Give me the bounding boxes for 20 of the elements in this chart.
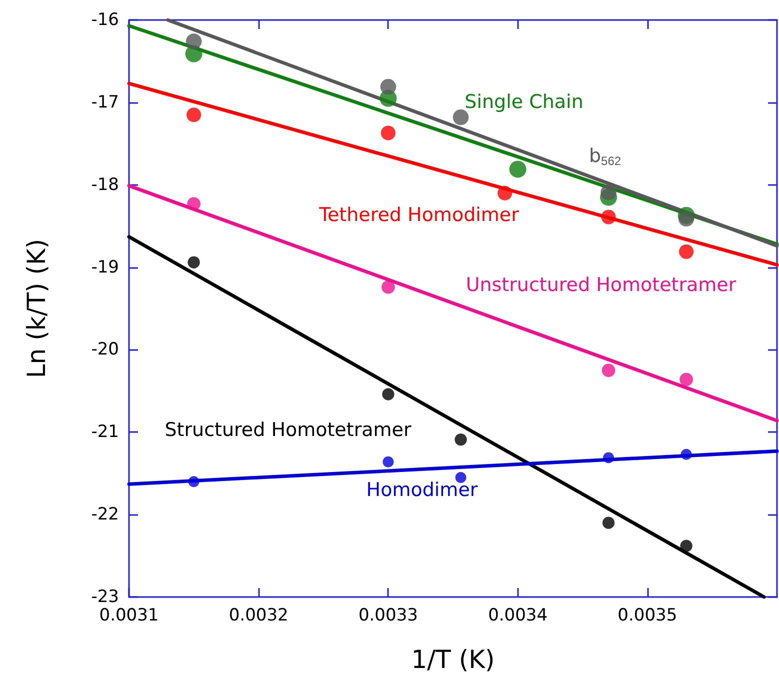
y-tick-label: -20 [91,340,119,360]
x-axis-title: 1/T (K) [411,645,495,674]
y-tick-label: -18 [91,174,119,195]
y-tick-label: -19 [91,257,119,278]
x-tick-label: 0.0032 [228,606,288,626]
x-tick-label: 0.0035 [618,606,678,626]
series-label: Homodimer [366,479,478,501]
y-tick-label: -23 [91,587,119,607]
y-tick-label: -22 [91,504,119,525]
x-tick-label: 0.0034 [488,606,548,626]
x-tick-label: 0.0033 [358,606,418,626]
text: Unstructured Homotetramer [466,274,736,296]
text: Single Chain [464,91,584,113]
y-tick-label: -21 [91,422,119,442]
y-tick-label: -17 [91,92,119,112]
x-tick-label: 0.0031 [99,606,159,626]
y-axis-title: Ln (k/T) (K) [22,238,51,378]
series-label: Structured Homotetramer [164,419,412,441]
series-label: Tethered Homodimer [318,204,520,226]
y-tick-label: -16 [91,10,119,30]
